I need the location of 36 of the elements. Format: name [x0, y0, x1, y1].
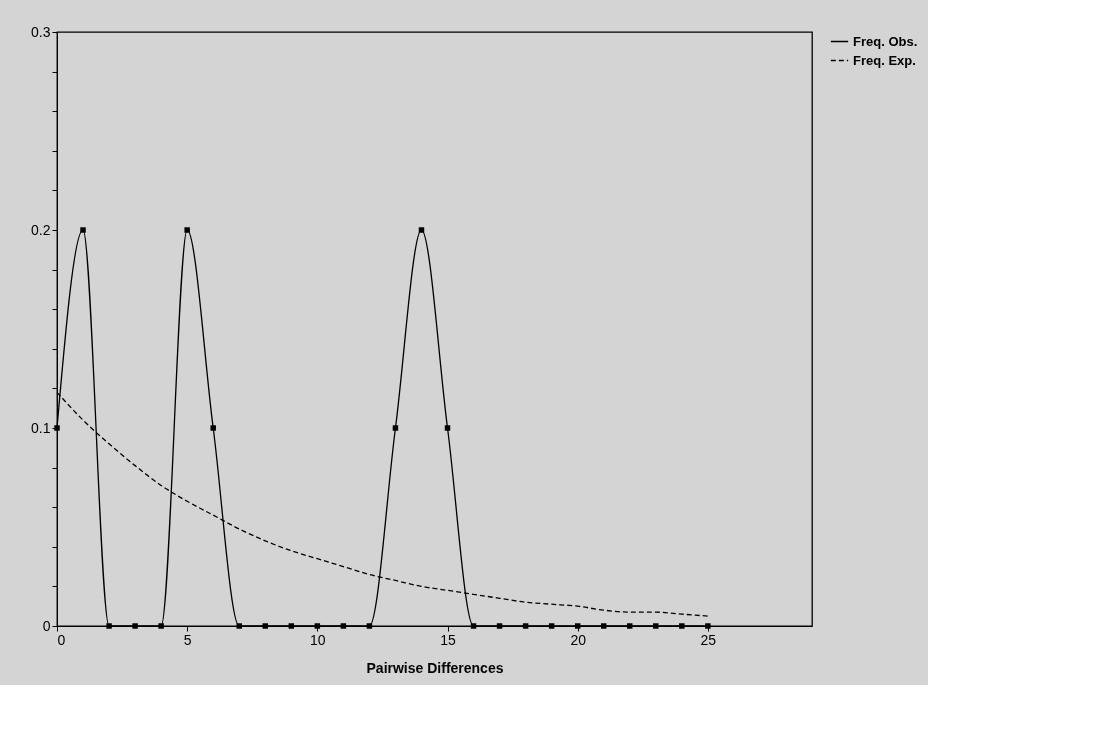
point	[210, 425, 216, 431]
y-tick-label: 0.2	[31, 221, 51, 238]
point	[653, 623, 659, 629]
point	[444, 425, 451, 431]
y-tick-label: 0.3	[31, 23, 51, 40]
x-axis-title: Pairwise Differences	[366, 659, 504, 676]
point	[236, 623, 242, 629]
point	[158, 623, 164, 629]
point	[366, 623, 373, 629]
point	[679, 623, 685, 629]
x-tick-label: 25	[700, 631, 717, 648]
point	[80, 227, 86, 233]
point	[548, 623, 555, 629]
point	[627, 623, 633, 629]
point	[106, 623, 112, 629]
point	[600, 623, 607, 629]
y-tick-label: 0.1	[31, 419, 51, 436]
legend-label: Freq. Exp.	[853, 52, 916, 68]
x-tick-label: 10	[310, 631, 326, 648]
point	[496, 623, 503, 629]
point	[288, 623, 295, 629]
y-tick-label: 0	[42, 617, 51, 634]
x-tick-label: 15	[440, 631, 457, 648]
x-tick-label: 0	[57, 631, 66, 648]
point	[418, 227, 425, 233]
point	[470, 623, 477, 629]
x-tick-label: 5	[183, 631, 192, 648]
point	[184, 227, 190, 233]
point	[574, 623, 581, 629]
point	[262, 623, 269, 629]
point	[522, 623, 529, 629]
point	[132, 623, 138, 629]
x-tick-label: 20	[570, 631, 587, 648]
legend-label: Freq. Obs.	[853, 33, 918, 49]
point	[392, 425, 399, 431]
point	[340, 623, 347, 629]
